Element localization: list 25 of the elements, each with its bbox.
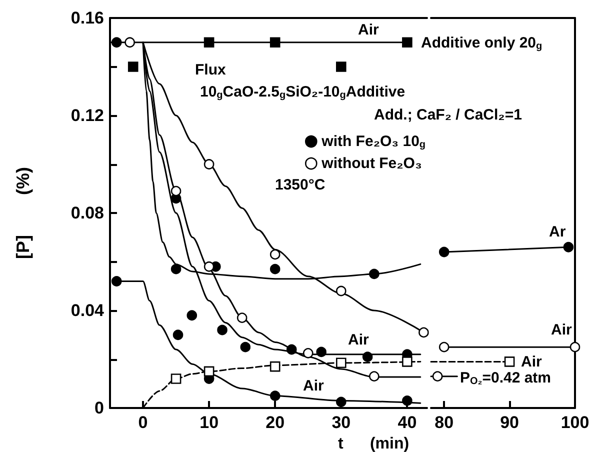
y-tick-label: 0.16 bbox=[70, 8, 104, 28]
annotation: Air bbox=[521, 354, 542, 370]
x-tick-label: 90 bbox=[500, 413, 520, 432]
x-tick-label: 30 bbox=[332, 413, 351, 432]
x-tick-label: 100 bbox=[560, 413, 590, 432]
annotation: Air bbox=[551, 322, 572, 338]
annotation: Air bbox=[348, 332, 369, 348]
annotation: Air bbox=[303, 378, 324, 394]
annotation: 1350°C bbox=[275, 176, 326, 194]
annotation: Add.; CaF₂ / CaCl₂=1 bbox=[374, 106, 522, 124]
annotation: Ar bbox=[549, 224, 566, 240]
y-tick-label: 0.12 bbox=[70, 106, 104, 125]
x-tick-label: 0 bbox=[138, 413, 148, 432]
x-tick-label: 40 bbox=[398, 413, 417, 432]
y-tick-label: 0 bbox=[94, 398, 104, 418]
annotation: Air bbox=[358, 22, 379, 38]
annotation: Flux bbox=[195, 62, 226, 78]
y-tick-label: 0.08 bbox=[70, 204, 104, 222]
x-tick-label: 10 bbox=[200, 413, 219, 432]
legend-label: without Fe₂O₃ bbox=[320, 155, 422, 172]
x-axis-title: t (min) bbox=[338, 435, 410, 452]
x-tick-label: 80 bbox=[434, 413, 454, 432]
y-axis-title: [P] (%) bbox=[13, 167, 33, 259]
x-tick-label: 20 bbox=[266, 413, 285, 432]
y-tick-label: 0.04 bbox=[70, 301, 105, 320]
